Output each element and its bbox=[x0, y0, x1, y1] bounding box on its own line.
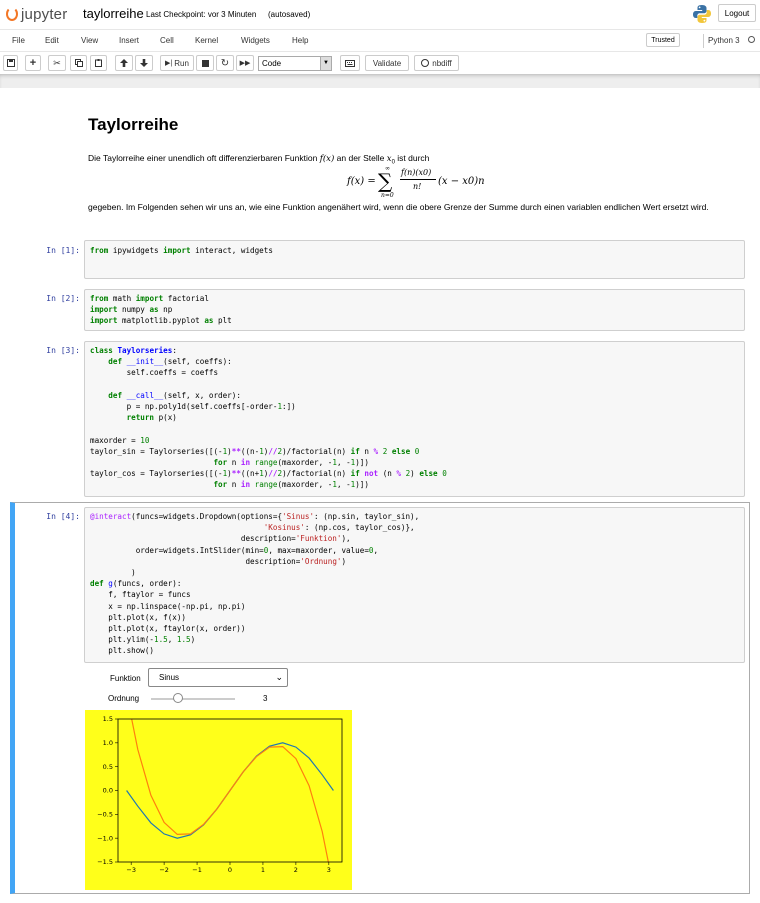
menu-help[interactable]: Help bbox=[292, 36, 309, 45]
code-cell-2[interactable]: from math import factorial import numpy … bbox=[84, 289, 745, 331]
nbdiff-button[interactable]: nbdiff bbox=[414, 55, 459, 71]
x-tick-label: 2 bbox=[294, 866, 298, 874]
menu-insert[interactable]: Insert bbox=[119, 36, 140, 45]
checkpoint-status: Last Checkpoint: vor 3 Minuten bbox=[146, 10, 257, 19]
cell-prompt: In [1]: bbox=[46, 246, 80, 255]
code-cell-2-source[interactable]: from math import factorial import numpy … bbox=[90, 294, 232, 326]
insert-cell-button[interactable]: + bbox=[25, 55, 41, 71]
code-cell-4[interactable]: @interact(funcs=widgets.Dropdown(options… bbox=[84, 507, 745, 663]
arrow-up-icon bbox=[120, 59, 128, 67]
toolbar-shadow bbox=[0, 74, 760, 88]
move-up-button[interactable] bbox=[115, 55, 133, 71]
kernel-idle-icon bbox=[748, 36, 755, 43]
cut-button[interactable]: ✂ bbox=[48, 55, 66, 71]
cell-prompt: In [3]: bbox=[46, 346, 80, 355]
fast-forward-icon: ▶▶ bbox=[239, 60, 251, 67]
toolbar: + ✂ ▶| Run ↻ ▶▶ Code ▼ Validate nbdiff bbox=[0, 52, 760, 74]
chevron-down-icon: ⌄ bbox=[275, 672, 283, 682]
markdown-intro: Die Taylorreihe einer unendlich oft diff… bbox=[88, 153, 430, 166]
restart-icon: ↻ bbox=[220, 57, 230, 69]
kernel-name: Python 3 bbox=[708, 36, 740, 45]
code-cell-3[interactable]: class Taylorseries: def __init__(self, c… bbox=[84, 341, 745, 497]
x-tick-label: 3 bbox=[327, 866, 331, 874]
funktion-label: Funktion bbox=[110, 674, 141, 683]
stop-icon bbox=[201, 59, 209, 67]
jupyter-logo-icon bbox=[6, 7, 18, 21]
taylor-line bbox=[131, 719, 329, 862]
funktion-dropdown[interactable]: Sinus ⌄ bbox=[148, 668, 288, 687]
trusted-indicator[interactable]: Trusted bbox=[646, 33, 680, 47]
ordnung-value: 3 bbox=[263, 694, 268, 703]
markdown-heading: Taylorreihe bbox=[88, 115, 179, 134]
move-down-button[interactable] bbox=[135, 55, 153, 71]
code-cell-4-source[interactable]: @interact(funcs=widgets.Dropdown(options… bbox=[90, 512, 420, 656]
save-icon bbox=[6, 59, 15, 67]
nbdiff-label: nbdiff bbox=[432, 58, 452, 68]
taylor-formula: f(x) = ∞ ∑ n=0 f(n)(x0) n! (x − x0)n bbox=[347, 165, 485, 199]
run-button[interactable]: ▶| Run bbox=[160, 55, 194, 71]
ordnung-slider-handle[interactable] bbox=[173, 693, 183, 703]
scissors-icon: ✂ bbox=[53, 57, 61, 68]
ordnung-label: Ordnung bbox=[108, 694, 140, 703]
restart-button[interactable]: ↻ bbox=[216, 55, 234, 71]
y-tick-label: −1.0 bbox=[97, 834, 113, 842]
paste-button[interactable] bbox=[90, 55, 107, 71]
plot-background bbox=[85, 710, 352, 890]
restart-run-all-button[interactable]: ▶▶ bbox=[236, 55, 254, 71]
code-cell-1-source[interactable]: from ipywidgets import interact, widgets bbox=[90, 246, 273, 255]
menu-view[interactable]: View bbox=[81, 36, 99, 45]
active-cell-frame[interactable] bbox=[10, 502, 750, 894]
taylor-plot: −3 −2 −1 0 1 2 3 −1.5 −1.0 −0.5 0.0 0.5 1.0 1.5 bbox=[85, 710, 352, 890]
x-tick-label: 1 bbox=[261, 866, 265, 874]
x-tick-label: −2 bbox=[159, 866, 169, 874]
step-forward-icon: ▶| bbox=[165, 60, 173, 67]
cell-type-select[interactable]: Code ▼ bbox=[258, 56, 332, 71]
autosave-status: (autosaved) bbox=[268, 10, 311, 19]
clock-icon bbox=[421, 59, 430, 67]
menu-widgets[interactable]: Widgets bbox=[241, 36, 270, 45]
command-palette-button[interactable] bbox=[340, 55, 360, 71]
menu-kernel[interactable]: Kernel bbox=[195, 36, 219, 45]
jupyter-logo-text: jupyter bbox=[21, 5, 68, 23]
validate-button[interactable]: Validate bbox=[365, 55, 409, 71]
save-button[interactable] bbox=[3, 55, 18, 71]
y-tick-label: 0.0 bbox=[103, 787, 113, 795]
interrupt-button[interactable] bbox=[196, 55, 214, 71]
notebook-container: Taylorreihe Die Taylorreihe einer unendl… bbox=[0, 88, 760, 903]
notebook-title[interactable]: taylorreihe bbox=[83, 6, 144, 21]
menu-edit[interactable]: Edit bbox=[45, 36, 59, 45]
cell-prompt: In [2]: bbox=[46, 294, 80, 303]
y-tick-label: 1.5 bbox=[103, 715, 113, 723]
x-tick-label: 0 bbox=[228, 866, 232, 874]
x-tick-label: −1 bbox=[192, 866, 202, 874]
cell-type-value: Code bbox=[262, 59, 282, 68]
arrow-down-icon bbox=[140, 59, 148, 67]
notebook-header: jupyter taylorreihe Last Checkpoint: vor… bbox=[0, 0, 760, 29]
python-logo-icon bbox=[693, 5, 711, 23]
ordnung-slider-track[interactable] bbox=[151, 698, 235, 700]
plus-icon: + bbox=[29, 57, 37, 69]
copy-icon bbox=[74, 59, 83, 67]
jupyter-logo[interactable]: jupyter bbox=[6, 4, 67, 24]
menubar: File Edit View Insert Cell Kernel Widget… bbox=[0, 29, 760, 52]
y-tick-label: −1.5 bbox=[97, 858, 113, 866]
markdown-after-text: gegeben. Im Folgenden sehen wir uns an, … bbox=[88, 202, 709, 212]
menu-cell[interactable]: Cell bbox=[160, 36, 174, 45]
logout-button[interactable]: Logout bbox=[718, 4, 756, 22]
paste-icon bbox=[94, 59, 102, 67]
keyboard-icon bbox=[345, 59, 355, 67]
run-label: Run bbox=[174, 58, 189, 68]
code-cell-3-source[interactable]: class Taylorseries: def __init__(self, c… bbox=[90, 346, 447, 490]
y-tick-label: −0.5 bbox=[97, 811, 113, 819]
cell-prompt: In [4]: bbox=[46, 512, 80, 521]
x-tick-label: −3 bbox=[126, 866, 136, 874]
dropdown-arrow-icon: ▼ bbox=[320, 57, 331, 70]
funktion-value: Sinus bbox=[159, 673, 180, 682]
copy-button[interactable] bbox=[70, 55, 87, 71]
y-tick-label: 0.5 bbox=[103, 763, 113, 771]
kernel-divider bbox=[703, 34, 704, 48]
code-cell-1[interactable]: from ipywidgets import interact, widgets bbox=[84, 240, 745, 279]
y-tick-label: 1.0 bbox=[103, 739, 113, 747]
menu-file[interactable]: File bbox=[12, 36, 25, 45]
